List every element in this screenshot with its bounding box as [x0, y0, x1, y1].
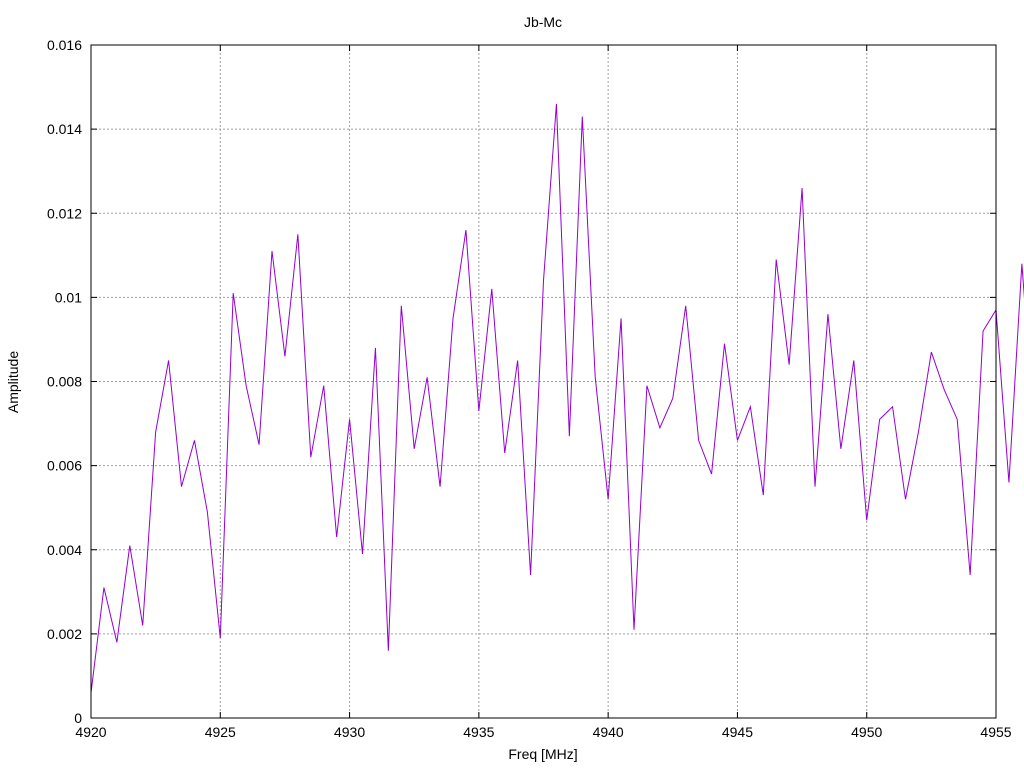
- y-tick-label: 0.01: [55, 289, 82, 305]
- x-tick-label: 4940: [593, 724, 624, 740]
- x-tick-label: 4930: [334, 724, 365, 740]
- y-axis-label: Amplitude: [5, 351, 21, 413]
- series-line-0: [91, 104, 1024, 718]
- y-tick-label: 0.006: [47, 458, 82, 474]
- y-tick-label: 0.012: [47, 205, 82, 221]
- x-tick-label: 4955: [980, 724, 1011, 740]
- y-tick-label: 0.014: [47, 121, 82, 137]
- y-tick-label: 0.002: [47, 626, 82, 642]
- x-tick-label: 4935: [463, 724, 494, 740]
- y-tick-label: 0.008: [47, 374, 82, 390]
- y-tick-label: 0.004: [47, 542, 82, 558]
- x-tick-label: 4945: [722, 724, 753, 740]
- y-tick-label: 0.016: [47, 37, 82, 53]
- series-layer: [91, 104, 1024, 718]
- x-tick-label: 4925: [205, 724, 236, 740]
- x-axis-label: Freq [MHz]: [508, 746, 577, 762]
- chart-title: Jb-Mc: [524, 14, 562, 30]
- x-tick-label: 4950: [851, 724, 882, 740]
- y-tick-label: 0: [74, 710, 82, 726]
- x-tick-label: 4920: [75, 724, 106, 740]
- grid-layer: [91, 45, 996, 718]
